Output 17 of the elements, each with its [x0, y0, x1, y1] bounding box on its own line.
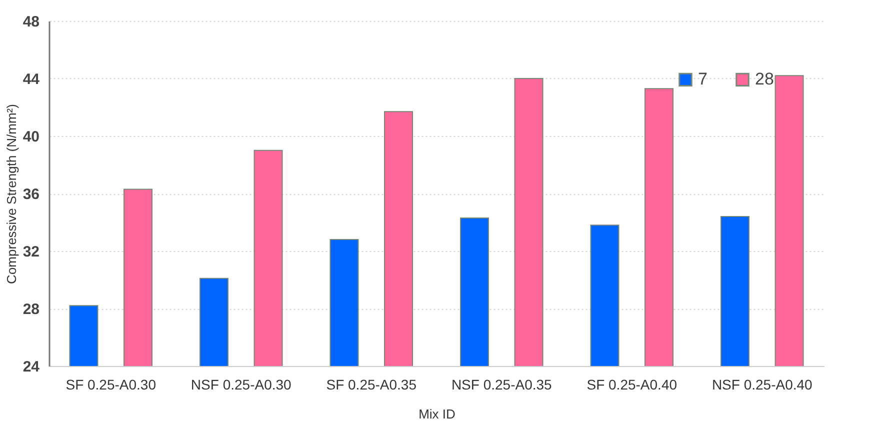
- legend-label: 28: [755, 70, 774, 89]
- y-tick-label: 44: [22, 71, 40, 88]
- y-tick-label: 24: [22, 358, 40, 376]
- x-tick-label: NSF 0.25-A0.35: [451, 376, 552, 392]
- y-tick-label: 32: [22, 244, 40, 260]
- y-tick-label: 48: [22, 14, 40, 30]
- x-tick-label: SF 0.25-A0.30: [66, 376, 156, 392]
- x-tick-label: SF 0.25-A0.35: [326, 376, 417, 392]
- y-tick-label: 36: [22, 186, 40, 203]
- y-axis-title: Compressive Strength (N/mm²): [4, 104, 19, 284]
- x-tick-label: SF 0.25-A0.40: [586, 376, 678, 392]
- x-tick-label: NSF 0.25-A0.30: [190, 376, 292, 392]
- x-tick-label: NSF 0.25-A0.40: [712, 376, 813, 392]
- legend-label: 7: [698, 70, 708, 89]
- x-axis-title: Mix ID: [418, 406, 456, 422]
- y-tick-label: 28: [22, 301, 40, 318]
- y-tick-label: 40: [22, 128, 40, 146]
